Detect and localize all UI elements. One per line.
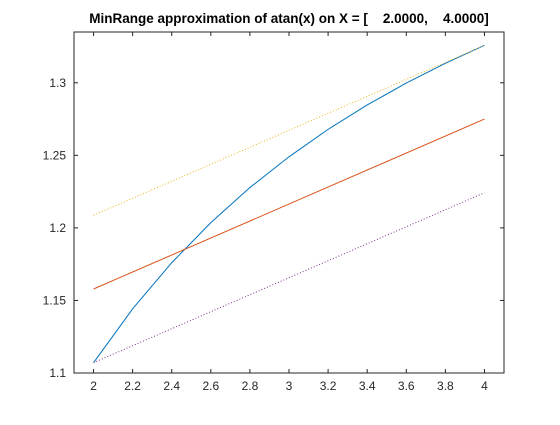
- y-tick-label: 1.1: [49, 366, 66, 380]
- x-tick-label: 2.4: [163, 379, 180, 393]
- series-line-4: [93, 192, 485, 364]
- series-layer: [93, 44, 485, 364]
- series-line-3: [93, 44, 485, 216]
- y-tick-label: 1.3: [49, 76, 66, 90]
- x-tick-label: 3: [286, 379, 293, 393]
- y-tick-label: 1.25: [43, 148, 67, 162]
- x-tick-label: 2.8: [242, 379, 259, 393]
- x-tick-label: 2.6: [202, 379, 219, 393]
- x-tick-label: 3.8: [437, 379, 454, 393]
- chart-title: MinRange approximation of atan(x) on X =…: [89, 11, 488, 26]
- tick-layer: 2 2.2 2.4 2.6 2.8 3 3.2 3.4 3.6 3.8 4 1.1 1.15 1.2 1.2…: [43, 32, 504, 393]
- x-tick-label: 4: [481, 379, 488, 393]
- x-tick-label: 3.2: [320, 379, 337, 393]
- y-tick-label: 1.2: [49, 221, 66, 235]
- x-tick-label: 2: [90, 379, 97, 393]
- series-line-1: [93, 44, 485, 363]
- x-tick-label: 3.4: [359, 379, 376, 393]
- y-tick-label: 1.15: [43, 293, 67, 307]
- series-line-2: [93, 118, 485, 290]
- plot-area-background: [74, 32, 504, 373]
- x-tick-label: 2.2: [124, 379, 141, 393]
- x-tick-label: 3.6: [398, 379, 415, 393]
